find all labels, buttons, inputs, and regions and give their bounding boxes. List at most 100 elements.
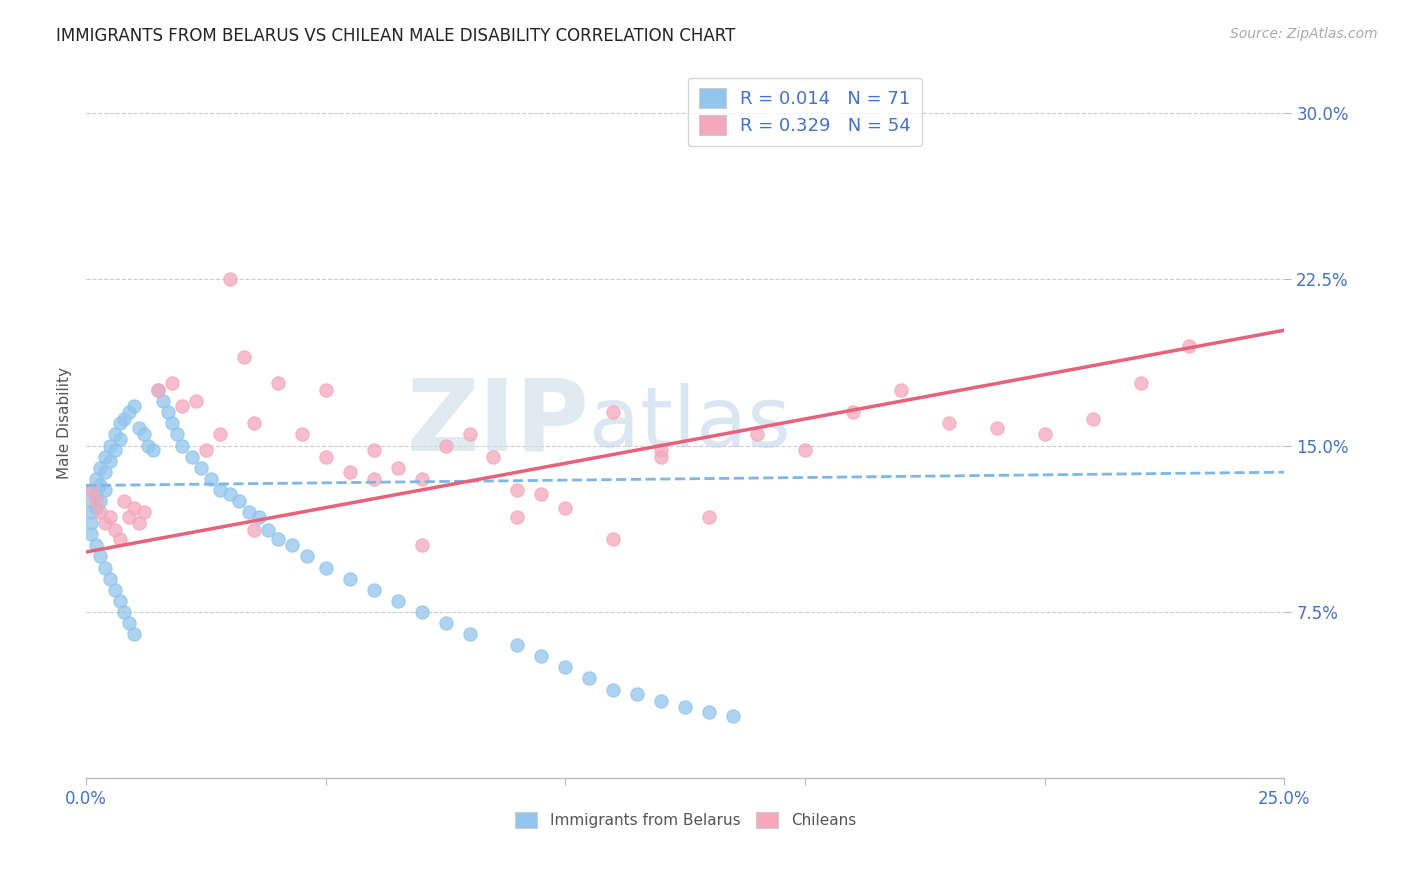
Point [434, 438, 457, 452]
Point [794, 442, 817, 457]
Point [104, 427, 127, 442]
Point [842, 405, 865, 419]
Point [170, 399, 193, 413]
Point [339, 465, 361, 479]
Point [673, 700, 696, 714]
Point [530, 487, 553, 501]
Text: ZIP: ZIP [406, 375, 589, 472]
Point [257, 523, 280, 537]
Point [89, 460, 111, 475]
Point [112, 412, 135, 426]
Point [162, 417, 184, 431]
Point [411, 538, 433, 552]
Point [363, 582, 385, 597]
Point [626, 687, 648, 701]
Point [146, 383, 169, 397]
Point [200, 472, 222, 486]
Point [128, 421, 150, 435]
Point [94, 560, 117, 574]
Point [190, 460, 212, 475]
Point [132, 427, 155, 442]
Point [554, 660, 576, 674]
Point [243, 417, 266, 431]
Point [267, 532, 290, 546]
Point [434, 615, 457, 630]
Point [122, 627, 145, 641]
Y-axis label: Male Disability: Male Disability [58, 368, 72, 479]
Point [506, 483, 529, 497]
Point [80, 494, 103, 508]
Point [98, 572, 121, 586]
Text: atlas: atlas [589, 383, 792, 464]
Point [89, 478, 111, 492]
Point [138, 438, 160, 452]
Point [1177, 339, 1199, 353]
Point [578, 672, 600, 686]
Point [108, 417, 131, 431]
Point [218, 272, 240, 286]
Point [281, 538, 304, 552]
Point [233, 350, 256, 364]
Point [363, 472, 385, 486]
Point [1081, 412, 1104, 426]
Point [94, 450, 117, 464]
Point [84, 500, 107, 515]
Text: Source: ZipAtlas.com: Source: ZipAtlas.com [1230, 27, 1378, 41]
Point [186, 394, 208, 409]
Point [291, 427, 314, 442]
Point [180, 450, 202, 464]
Point [118, 509, 141, 524]
Legend: Immigrants from Belarus, Chileans: Immigrants from Belarus, Chileans [509, 806, 862, 834]
Point [94, 465, 117, 479]
Point [104, 442, 127, 457]
Point [387, 594, 409, 608]
Point [238, 505, 260, 519]
Point [98, 509, 121, 524]
Point [650, 450, 672, 464]
Point [112, 605, 135, 619]
Point [315, 383, 337, 397]
Point [602, 682, 624, 697]
Point [745, 427, 768, 442]
Point [108, 594, 131, 608]
Point [166, 427, 188, 442]
Point [132, 505, 155, 519]
Point [315, 450, 337, 464]
Point [247, 509, 270, 524]
Point [458, 427, 481, 442]
Point [80, 516, 103, 531]
Text: IMMIGRANTS FROM BELARUS VS CHILEAN MALE DISABILITY CORRELATION CHART: IMMIGRANTS FROM BELARUS VS CHILEAN MALE … [56, 27, 735, 45]
Point [267, 376, 290, 391]
Point [170, 438, 193, 452]
Point [84, 494, 107, 508]
Point [482, 450, 505, 464]
Point [411, 472, 433, 486]
Point [228, 494, 250, 508]
Point [122, 399, 145, 413]
Point [108, 432, 131, 446]
Point [118, 615, 141, 630]
Point [162, 376, 184, 391]
Point [80, 527, 103, 541]
Point [506, 509, 529, 524]
Point [152, 394, 174, 409]
Point [650, 442, 672, 457]
Point [458, 627, 481, 641]
Point [209, 427, 232, 442]
Point [194, 442, 217, 457]
Point [721, 709, 744, 723]
Point [146, 383, 169, 397]
Point [411, 605, 433, 619]
Point [602, 405, 624, 419]
Point [98, 438, 121, 452]
Point [128, 516, 150, 531]
Point [89, 494, 111, 508]
Point [84, 487, 107, 501]
Point [122, 500, 145, 515]
Point [697, 509, 720, 524]
Point [84, 538, 107, 552]
Point [339, 572, 361, 586]
Point [84, 472, 107, 486]
Point [94, 483, 117, 497]
Point [243, 523, 266, 537]
